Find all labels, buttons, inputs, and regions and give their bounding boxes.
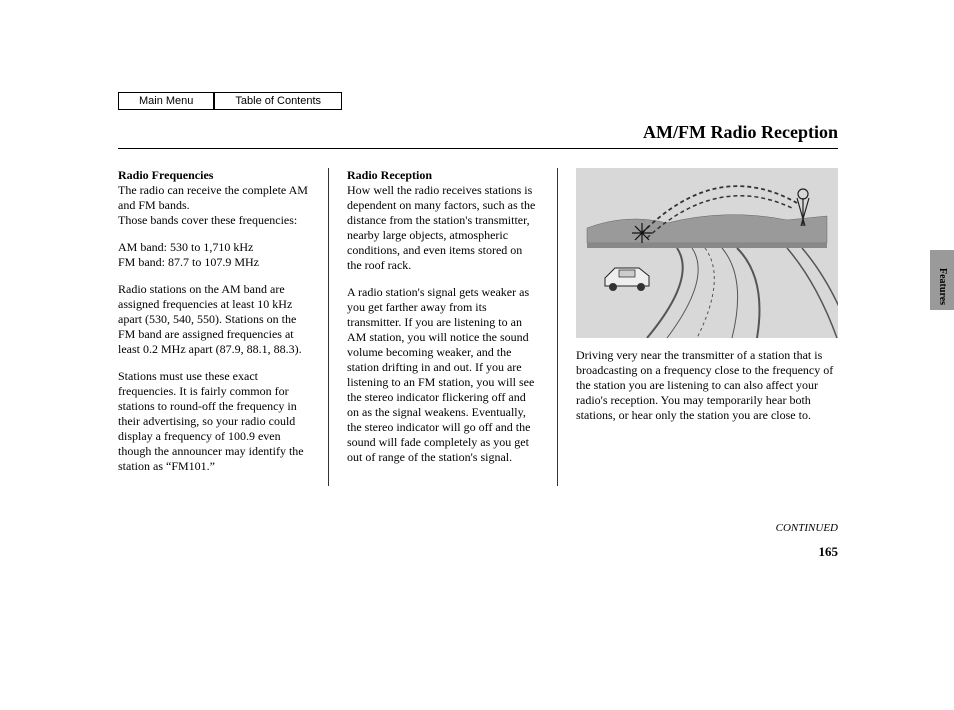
column-3: Driving very near the transmitter of a s… <box>576 168 838 486</box>
col1-p5: Radio stations on the AM band are assign… <box>118 282 310 357</box>
nav-buttons: Main Menu Table of Contents <box>118 92 342 110</box>
title-rule <box>118 148 838 149</box>
col1-heading: Radio Frequencies <box>118 168 310 183</box>
column-separator-2 <box>557 168 558 486</box>
col1-p3: AM band: 530 to 1,710 kHz <box>118 240 253 254</box>
page-number: 165 <box>819 544 839 560</box>
radio-reception-illustration <box>576 168 838 338</box>
col1-p1: The radio can receive the complete AM an… <box>118 183 308 212</box>
column-1: Radio Frequencies The radio can receive … <box>118 168 328 486</box>
col1-p6: Stations must use these exact frequencie… <box>118 369 310 474</box>
col1-p4: FM band: 87.7 to 107.9 MHz <box>118 255 310 270</box>
col2-p1: How well the radio receives stations is … <box>347 183 539 273</box>
continued-label: CONTINUED <box>776 522 838 534</box>
col2-p2: A radio station's signal gets weaker as … <box>347 285 539 465</box>
col3-p1: Driving very near the transmitter of a s… <box>576 348 838 423</box>
column-2: Radio Reception How well the radio recei… <box>347 168 557 486</box>
page-title: AM/FM Radio Reception <box>643 122 838 143</box>
side-tab-label: Features <box>937 268 948 305</box>
column-separator-1 <box>328 168 329 486</box>
col1-p2: Those bands cover these frequencies: <box>118 213 310 228</box>
page-content: Radio Frequencies The radio can receive … <box>118 168 838 486</box>
toc-button[interactable]: Table of Contents <box>214 92 342 110</box>
illustration-svg <box>576 168 838 338</box>
col2-heading: Radio Reception <box>347 168 539 183</box>
main-menu-button[interactable]: Main Menu <box>118 92 214 110</box>
